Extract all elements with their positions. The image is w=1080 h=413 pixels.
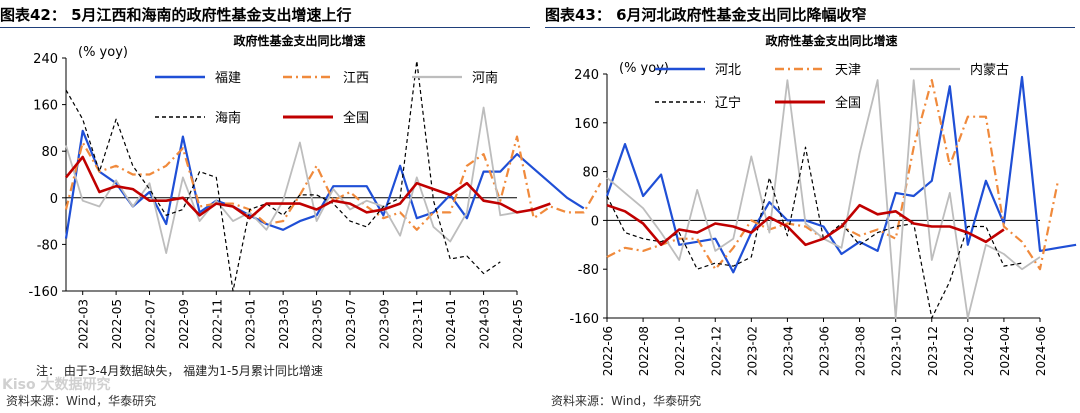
- x-tick-label: 2023-11: [411, 299, 425, 349]
- y-tick-label: -80: [578, 263, 599, 278]
- x-tick-label: 2022-09: [177, 299, 191, 349]
- watermark: Kiso 大数据研究: [2, 377, 111, 393]
- y-tick-label: 160: [574, 117, 599, 132]
- x-tick-label: 2023-09: [377, 299, 391, 349]
- series-line: [64, 155, 551, 220]
- x-tick-label: 2022-10: [673, 326, 687, 376]
- title-rule: [0, 27, 530, 28]
- y-tick-label: 80: [582, 166, 599, 181]
- x-tick-label: 2023-03: [277, 299, 291, 349]
- x-tick-label: 2023-06: [818, 326, 832, 376]
- x-tick-label: 2022-08: [637, 326, 651, 376]
- x-tick-label: 2023-02: [745, 326, 759, 376]
- title-rule: [545, 27, 1075, 28]
- x-tick-label: 2022-12: [709, 326, 723, 376]
- x-tick-label: 2023-10: [890, 326, 904, 376]
- x-tick-label: 2022-06: [601, 326, 615, 376]
- y-tick-label: 240: [33, 52, 58, 67]
- legend-label: 辽宁: [715, 95, 741, 111]
- x-tick-label: 2024-01: [444, 299, 458, 349]
- x-tick-label: 2024-06: [1034, 326, 1048, 376]
- y-tick-label: 240: [574, 68, 599, 83]
- y-tick-label: 160: [33, 99, 58, 114]
- series-line: [605, 75, 1077, 274]
- legend-label: 江西: [343, 71, 369, 86]
- x-tick-label: 2023-07: [344, 299, 358, 349]
- y-tick-label: -80: [37, 238, 58, 253]
- y-tick-label: 0: [50, 192, 58, 207]
- legend-label: 河北: [715, 63, 741, 78]
- x-tick-label: 2023-04: [781, 326, 795, 376]
- legend-label: 福建: [215, 71, 241, 86]
- figure-source: 资料来源：Wind，华泰研究: [551, 394, 702, 408]
- x-tick-label: 2022-11: [210, 299, 224, 349]
- chart-title: 政府性基金支出同比增速: [765, 33, 897, 48]
- y-tick-label: -160: [569, 312, 599, 327]
- x-tick-label: 2024-04: [998, 326, 1012, 376]
- series-line: [64, 135, 602, 231]
- chart-title: 政府性基金支出同比增速: [233, 33, 365, 48]
- legend-label: 全国: [343, 110, 369, 126]
- x-tick-label: 2023-08: [854, 326, 868, 376]
- x-tick-label: 2022-03: [77, 299, 91, 349]
- y-tick-label: -160: [28, 285, 58, 300]
- figure-source: 资料来源：Wind，华泰研究: [6, 394, 157, 408]
- line-chart: 240 160 80 0 -80 -160 (% yoy) 政府性基金支出同比增速 2022-0…: [28, 33, 602, 349]
- series-line: [606, 146, 1023, 319]
- series-line: [65, 106, 534, 255]
- y-axis-label: (% yoy): [619, 61, 669, 76]
- legend-label: 河南: [472, 70, 498, 86]
- y-axis-label: (% yoy): [78, 45, 128, 60]
- line-chart: 240 160 80 0 -80 -160 (% yoy) 政府性基金支出同比增速 2022-0…: [569, 33, 1077, 376]
- x-tick-label: 2022-05: [110, 299, 124, 349]
- chart-panel-right: 图表43： 6月河北政府性基金支出同比降幅收窄 240 160 80 0 -80 -160…: [545, 0, 1077, 413]
- x-tick-label: 2024-05: [511, 299, 525, 349]
- series-line: [65, 60, 501, 292]
- x-tick-label: 2024-02: [962, 326, 976, 376]
- series-line: [606, 203, 1005, 247]
- x-tick-label: 2023-05: [311, 299, 325, 349]
- figure-title: 图表43： 6月河北政府性基金支出同比降幅收窄: [545, 6, 867, 24]
- legend-label: 海南: [215, 110, 241, 126]
- x-tick-label: 2023-12: [926, 326, 940, 376]
- x-tick-label: 2022-07: [144, 299, 158, 349]
- legend-label: 天津: [835, 63, 861, 78]
- series-line: [64, 129, 585, 239]
- figure-note: 注： 由于3-4月数据缺失， 福建为1-5月累计同比增速: [36, 364, 323, 378]
- y-tick-label: 80: [41, 145, 58, 160]
- chart-panel-left: 图表42： 5月江西和海南的政府性基金支出增速上行 240 160 80 0 -80 -1…: [0, 0, 602, 413]
- x-tick-label: 2023-01: [244, 299, 258, 349]
- y-tick-label: 0: [591, 214, 599, 229]
- legend-label: 全国: [835, 95, 861, 111]
- figure-title: 图表42： 5月江西和海南的政府性基金支出增速上行: [0, 6, 352, 24]
- legend-label: 内蒙古: [970, 62, 1009, 78]
- x-tick-label: 2024-03: [478, 299, 492, 349]
